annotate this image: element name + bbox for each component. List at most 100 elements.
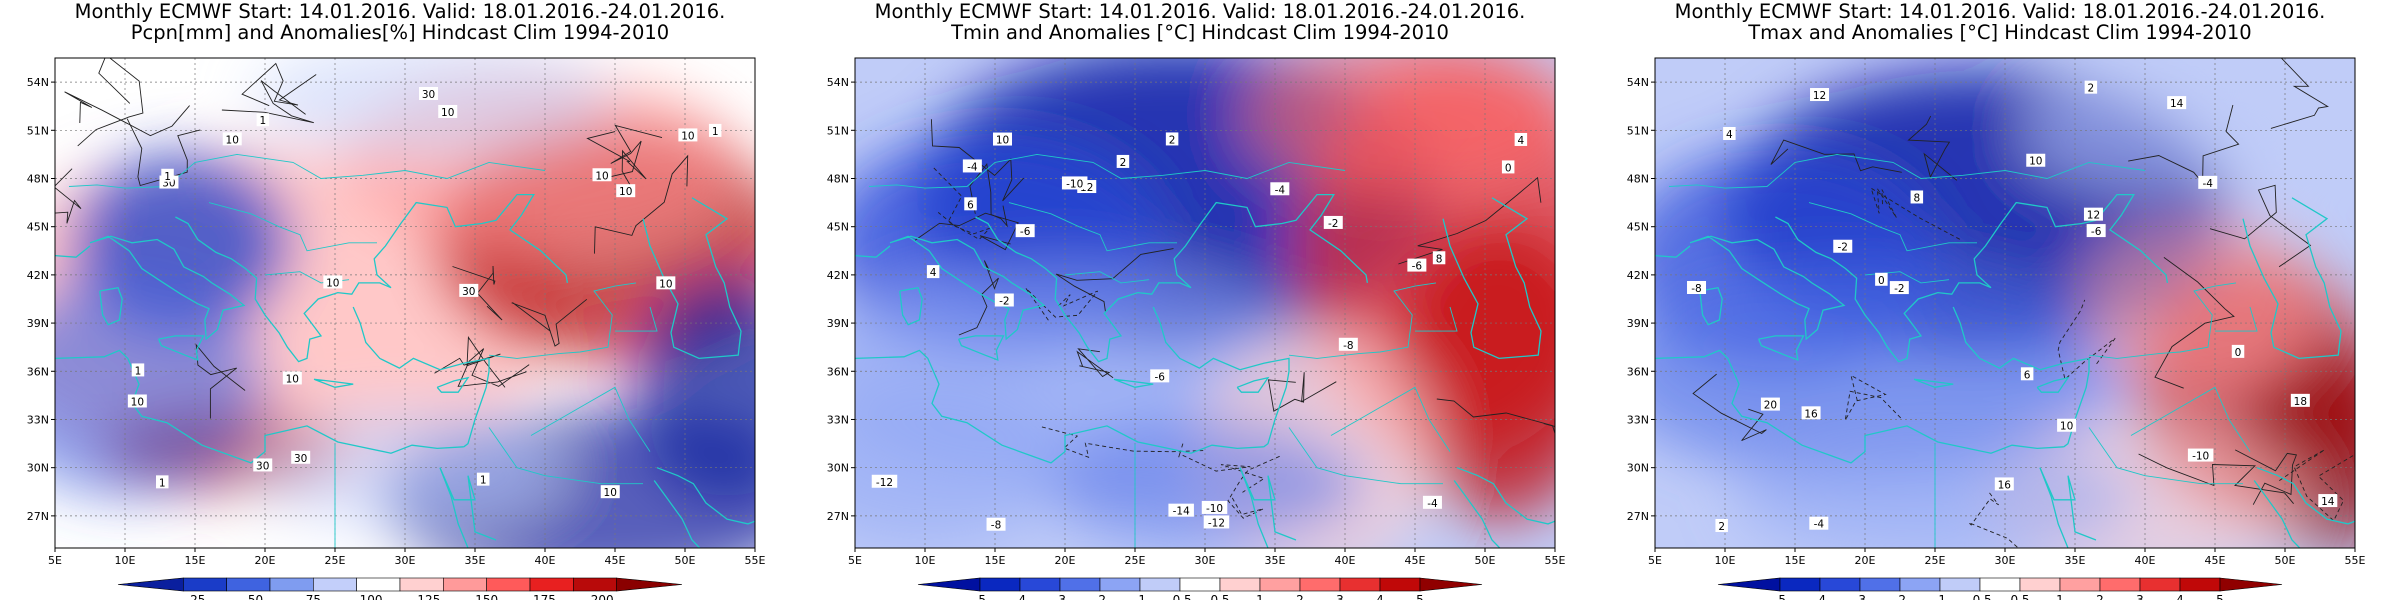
coastline bbox=[1699, 286, 1723, 326]
colorbar-label: 0.5 bbox=[2010, 593, 2029, 600]
lat-tick-label: 27N bbox=[827, 510, 849, 523]
contour-line bbox=[1025, 287, 1099, 321]
lon-tick-label: 10E bbox=[115, 554, 136, 567]
contour-label: 4 bbox=[1514, 132, 1528, 147]
country-border bbox=[1008, 202, 1177, 252]
colorbar-segment bbox=[917, 577, 981, 592]
colorbar-label: -2 bbox=[1894, 593, 1906, 600]
contour-label: 16 bbox=[1994, 477, 2014, 491]
contour-label: 18 bbox=[2290, 393, 2310, 408]
colorbar-segment bbox=[1419, 577, 1483, 592]
colorbar-label: -1 bbox=[1934, 593, 1946, 600]
contour-label: -4 bbox=[1422, 495, 1442, 510]
lon-tick-label: 25E bbox=[1125, 554, 1146, 567]
anomaly-region bbox=[637, 277, 755, 498]
colorbar-segment bbox=[269, 577, 314, 592]
colorbar-label: -0.5 bbox=[1968, 593, 1991, 600]
contour-label: 0 bbox=[2231, 344, 2245, 359]
country-border bbox=[68, 153, 546, 189]
svg-text:14: 14 bbox=[2321, 496, 2335, 508]
svg-text:-4: -4 bbox=[1275, 184, 1286, 196]
svg-text:18: 18 bbox=[2294, 396, 2307, 408]
contour-line bbox=[2234, 449, 2298, 505]
svg-text:1: 1 bbox=[164, 171, 171, 183]
lat-tick-label: 45N bbox=[1627, 221, 1649, 234]
contour-line bbox=[55, 168, 82, 224]
lat-tick-label: 42N bbox=[27, 269, 49, 282]
coastline bbox=[175, 193, 569, 363]
map-panel-tmin: Monthly ECMWF Start: 14.01.2016. Valid: … bbox=[800, 0, 1600, 600]
coastline bbox=[158, 335, 205, 362]
lat-tick-label: 39N bbox=[827, 317, 849, 330]
contour-line bbox=[2128, 104, 2240, 185]
colorbar-segment bbox=[573, 577, 617, 592]
colorbar-segment bbox=[1339, 577, 1381, 592]
country-border bbox=[1808, 202, 1977, 252]
coastline bbox=[2253, 480, 2301, 548]
contour-label: -2 bbox=[1323, 215, 1343, 230]
contour-line bbox=[586, 131, 647, 186]
svg-text:10: 10 bbox=[604, 487, 617, 499]
coastline bbox=[439, 467, 497, 541]
lat-tick-label: 51N bbox=[1627, 124, 1649, 137]
contour-label: 30 bbox=[291, 450, 311, 465]
lat-tick-label: 39N bbox=[27, 317, 49, 330]
svg-text:1: 1 bbox=[135, 365, 142, 377]
map-canvas: -10-8-6-4-202468101214161820-2-402101214… bbox=[1627, 57, 2366, 600]
coastline bbox=[958, 335, 1005, 362]
map-field: -10 -8 -6 -4 -2 0 2 4 6 8 10 12 14 16 18 20 -2 -4 0 2 10 12 14… bbox=[1655, 58, 2355, 548]
colorbar-label: 2 bbox=[1296, 593, 1304, 600]
lon-tick-label: 55E bbox=[745, 554, 766, 567]
colorbar-segment bbox=[1299, 577, 1341, 592]
lat-tick-label: 48N bbox=[27, 172, 49, 185]
lat-tick-label: 30N bbox=[1627, 462, 1649, 475]
svg-text:-14: -14 bbox=[1173, 506, 1190, 518]
lon-tick-label: 5E bbox=[48, 554, 62, 567]
contour-line bbox=[2279, 449, 2355, 522]
coastline bbox=[1655, 245, 1691, 258]
lat-tick-label: 45N bbox=[827, 221, 849, 234]
coastline bbox=[1239, 467, 1269, 548]
colorbar-label: 0.5 bbox=[1210, 593, 1229, 600]
colorbar-segment bbox=[1979, 577, 2021, 592]
colorbar-label: 3 bbox=[1336, 593, 1344, 600]
country-border bbox=[868, 153, 1346, 189]
contour-label: 10 bbox=[2057, 418, 2077, 433]
contour-label: 16 bbox=[1801, 406, 1821, 420]
country-border bbox=[1064, 271, 1150, 284]
svg-text:10: 10 bbox=[441, 107, 454, 119]
colorbar-label: -3 bbox=[1054, 593, 1066, 600]
svg-text:1: 1 bbox=[480, 475, 487, 487]
svg-text:12: 12 bbox=[2087, 210, 2100, 222]
contour-label: 2 bbox=[2084, 80, 2098, 95]
country-border bbox=[488, 282, 637, 359]
contour-label: -2 bbox=[994, 293, 1014, 307]
colorbar-segment bbox=[356, 577, 401, 592]
svg-text:-6: -6 bbox=[1154, 371, 1165, 383]
coastline bbox=[313, 378, 354, 388]
contour-line bbox=[1227, 454, 1283, 519]
colorbar-segment bbox=[443, 577, 487, 592]
country-border bbox=[2130, 386, 2251, 452]
contour-line bbox=[930, 119, 1025, 202]
colorbar-segment bbox=[2179, 577, 2221, 592]
svg-text:-4: -4 bbox=[2203, 178, 2214, 190]
lat-tick-label: 36N bbox=[827, 365, 849, 378]
contour-line bbox=[1907, 115, 1958, 181]
svg-text:1: 1 bbox=[712, 126, 719, 138]
lat-tick-label: 42N bbox=[1627, 269, 1649, 282]
svg-text:-8: -8 bbox=[991, 520, 1001, 532]
lon-tick-label: 20E bbox=[1855, 554, 1876, 567]
lon-tick-label: 40E bbox=[535, 554, 556, 567]
panel-title-line1: Monthly ECMWF Start: 14.01.2016. Valid: … bbox=[1674, 0, 2326, 23]
colorbar-label: 25 bbox=[190, 593, 205, 600]
contour-label: 1 bbox=[708, 123, 722, 138]
coastline bbox=[1655, 349, 2064, 464]
colorbar-label: -2 bbox=[1094, 593, 1106, 600]
lon-tick-label: 30E bbox=[1195, 554, 1216, 567]
coastline bbox=[2039, 467, 2069, 548]
contour-label: -2 bbox=[1833, 239, 1853, 254]
svg-text:10: 10 bbox=[996, 135, 1009, 147]
coastline bbox=[2039, 467, 2097, 541]
colorbar-label: 75 bbox=[306, 593, 321, 600]
